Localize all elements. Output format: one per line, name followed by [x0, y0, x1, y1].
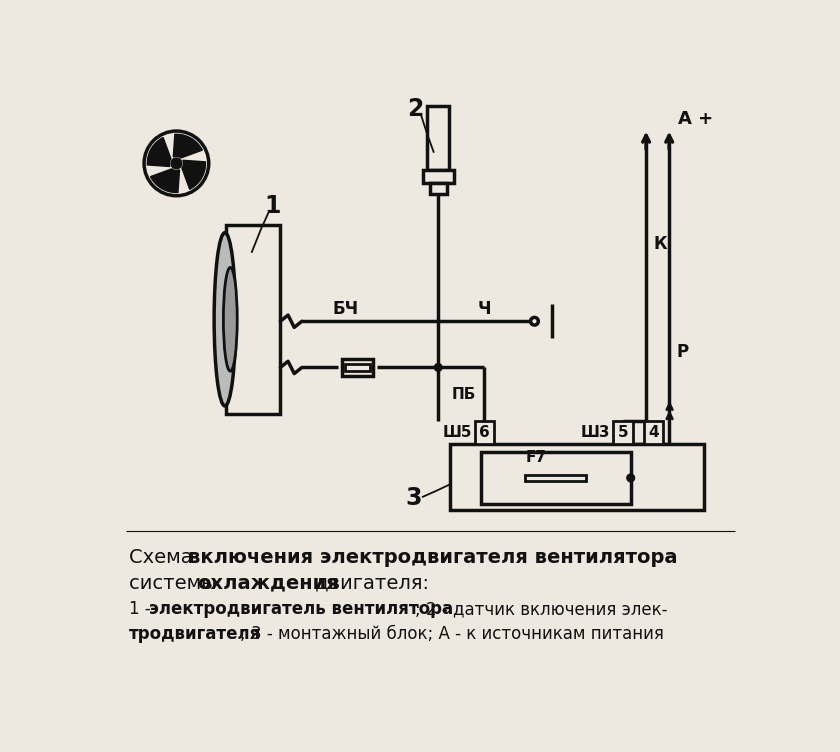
Polygon shape	[150, 169, 180, 193]
Bar	[644, 421, 664, 444]
Polygon shape	[147, 138, 171, 166]
Bar	[613, 421, 633, 444]
Text: ; 2 - датчик включения элек-: ; 2 - датчик включения элек-	[415, 600, 668, 618]
Bar	[423, 169, 454, 183]
Text: 6: 6	[479, 426, 490, 441]
Bar	[430, 183, 447, 194]
Text: Ч: Ч	[478, 300, 491, 318]
Bar	[345, 363, 370, 371]
Text: включения электродвигателя вентилятора: включения электродвигателя вентилятора	[188, 548, 677, 568]
Text: БЧ: БЧ	[333, 300, 359, 318]
Text: ; 3 - монтажный блок; А - к источникам питания: ; 3 - монтажный блок; А - к источникам п…	[239, 625, 664, 643]
Bar	[525, 475, 586, 481]
Bar	[428, 105, 449, 169]
Text: 4: 4	[648, 426, 659, 441]
Bar	[475, 421, 494, 444]
Text: F7: F7	[526, 450, 547, 465]
Circle shape	[171, 158, 181, 168]
Circle shape	[531, 317, 538, 325]
Text: двигателя:: двигателя:	[309, 574, 429, 593]
Text: Ш3: Ш3	[580, 426, 611, 441]
Text: ПБ: ПБ	[452, 387, 476, 402]
Ellipse shape	[223, 268, 237, 371]
Text: Р: Р	[677, 343, 689, 361]
Bar	[449, 444, 704, 510]
Polygon shape	[181, 160, 206, 190]
Bar	[480, 452, 631, 504]
Text: электродвигатель вентилятора: электродвигатель вентилятора	[150, 600, 454, 618]
Circle shape	[144, 131, 209, 196]
Text: Схема: Схема	[129, 548, 198, 568]
Text: 1 -: 1 -	[129, 600, 155, 618]
Text: К: К	[654, 235, 668, 253]
Text: 1: 1	[265, 194, 281, 218]
Text: 5: 5	[617, 426, 628, 441]
Bar	[227, 225, 281, 414]
Text: Ш5: Ш5	[442, 426, 472, 441]
Circle shape	[434, 363, 442, 371]
Text: 2: 2	[407, 98, 423, 122]
Text: 3: 3	[406, 487, 422, 511]
Text: системы: системы	[129, 574, 223, 593]
Polygon shape	[173, 135, 202, 158]
Bar	[342, 359, 373, 376]
Text: А +: А +	[679, 111, 713, 129]
Text: охлаждения: охлаждения	[197, 574, 339, 593]
Ellipse shape	[214, 232, 236, 406]
Circle shape	[627, 474, 634, 482]
Text: тродвигателя: тродвигателя	[129, 625, 261, 643]
